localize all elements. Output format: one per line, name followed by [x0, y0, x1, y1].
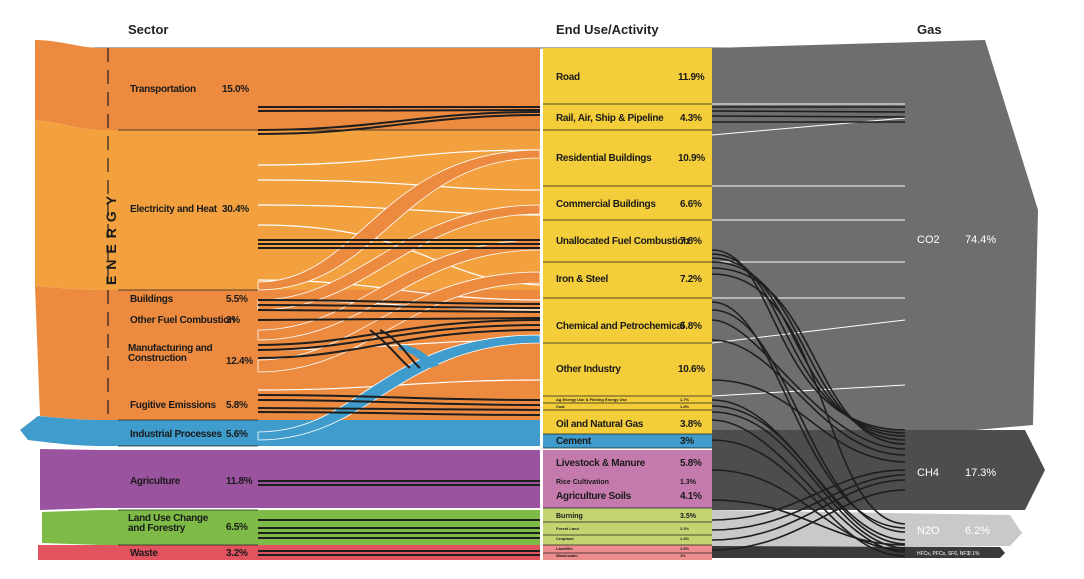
end-use-value: 1.9%	[680, 546, 690, 551]
sector-value: 5.8%	[226, 400, 248, 411]
energy-label: ENERGY	[103, 190, 119, 285]
end-use-label: Burning	[556, 513, 583, 520]
sector-label-wrap: Land Use Change and Forestry	[128, 514, 208, 534]
sector-value: 3.2%	[226, 548, 248, 559]
end-use-value: 3.8%	[680, 419, 702, 430]
sector-dividers	[118, 129, 540, 546]
sector-label: Industrial Processes	[130, 429, 223, 440]
sector-value: 3%	[226, 315, 240, 326]
end-use-value: 1.8%	[680, 404, 690, 409]
end-use-agriculture-block	[543, 450, 712, 508]
end-use-label: Iron & Steel	[556, 274, 608, 285]
gas-fgas-band	[712, 546, 1005, 558]
end-use-label: Agriculture Soils	[556, 491, 632, 502]
sector-dark-flows	[257, 105, 541, 556]
end-use-value: 5.8%	[680, 458, 702, 469]
end-use-label: Chemical and Petrochemical	[556, 321, 685, 332]
sector-value: 30.4%	[222, 204, 249, 215]
end-use-land-block	[543, 508, 712, 545]
gas-dark-flows	[711, 106, 906, 557]
gas-label: N2O	[917, 525, 940, 537]
end-use-label: Road	[556, 72, 580, 83]
sector-label: Electricity and Heat	[130, 204, 218, 215]
header-end-use: End Use/Activity	[556, 22, 659, 37]
sector-label: Other Fuel Combustion	[130, 315, 235, 326]
sector-value: 5.5%	[226, 294, 248, 305]
end-use-value: 3.5%	[680, 513, 697, 520]
sector-label: Agriculture	[130, 476, 181, 487]
end-use-label: Wastewater	[556, 553, 579, 558]
flow-transportation	[35, 40, 540, 130]
sector-value: 5.6%	[226, 429, 248, 440]
header-sector: Sector	[128, 22, 168, 37]
end-use-value: 2.2%	[680, 526, 690, 531]
gas-label: CO2	[917, 234, 940, 246]
sector-label: Buildings	[130, 294, 174, 305]
gas-ch4-band	[712, 430, 1045, 510]
flow-agriculture	[40, 449, 540, 510]
end-use-value: 6.6%	[680, 199, 702, 210]
end-use-label: Other Industry	[556, 364, 621, 375]
end-use-dividers	[543, 103, 712, 554]
end-use-label: Forest Land	[556, 526, 579, 531]
sector-label: Transportation	[130, 84, 196, 95]
end-use-value: 7.8%	[680, 236, 702, 247]
header-gas: Gas	[917, 22, 942, 37]
sector-value: 15.0%	[222, 84, 249, 95]
flow-waste	[38, 545, 540, 560]
end-use-energy-block	[543, 48, 712, 434]
sector-label-wrap: Manufacturing and Construction	[128, 344, 213, 364]
gas-n2o-band	[712, 510, 1022, 546]
end-use-value: 1.3%	[680, 479, 697, 486]
end-use-value: 4.1%	[680, 491, 702, 502]
gas-label: CH4	[917, 467, 939, 479]
end-use-label: Commercial Buildings	[556, 199, 656, 210]
end-use-label: Cement	[556, 436, 592, 447]
gas-flow-separators	[711, 103, 906, 397]
flow-elec-commercial	[257, 204, 541, 311]
sector-label: Waste	[130, 548, 158, 559]
end-use-label: Rice Cultivation	[556, 479, 609, 486]
end-use-label: Landfills	[556, 546, 573, 551]
end-use-label: Cropland	[556, 536, 574, 541]
end-use-value: 4.3%	[680, 113, 702, 124]
end-use-label: Oil and Natural Gas	[556, 419, 644, 430]
end-use-value: 10.9%	[678, 153, 705, 164]
sector-value: 11.8%	[226, 476, 253, 487]
end-use-value: 5.8%	[680, 321, 702, 332]
end-use-label: Ag Energy Use & Fishing Energy Use	[556, 397, 628, 402]
sector-label: Fugitive Emissions	[130, 400, 216, 411]
sector-value: 6.5%	[226, 522, 248, 533]
end-use-label: Unallocated Fuel Combustion	[556, 236, 689, 247]
end-use-value: 3%	[680, 436, 694, 447]
sector-value: 12.4%	[226, 356, 253, 367]
flow-mfg-iron	[257, 271, 541, 373]
sector-label: Land Use Change and Forestry	[128, 514, 208, 534]
end-use-value: 11.9%	[678, 72, 705, 83]
end-use-label: Rail, Air, Ship & Pipeline	[556, 113, 664, 124]
gas-value: 74.4%	[965, 234, 996, 246]
gas-label: HFCs, PFCs, SF6, NF3	[917, 551, 969, 557]
sector-label: Manufacturing and Construction	[128, 344, 213, 364]
flow-industrial-fragment	[398, 345, 440, 368]
end-use-label: Livestock & Manure	[556, 458, 646, 469]
end-use-value: 1.7%	[680, 397, 690, 402]
end-use-value: 10.6%	[678, 364, 705, 375]
end-use-label: Coal	[556, 404, 565, 409]
gas-value: 17.3%	[965, 467, 996, 479]
end-use-value: 1%	[680, 553, 686, 558]
gas-value: 2.1%	[968, 551, 980, 557]
end-use-cement-block	[543, 434, 712, 448]
gas-value: 6.2%	[965, 525, 990, 537]
end-use-value: 7.2%	[680, 274, 702, 285]
end-use-label: Residential Buildings	[556, 153, 652, 164]
end-use-waste-block	[543, 545, 712, 560]
end-use-value: 1.4%	[680, 536, 690, 541]
